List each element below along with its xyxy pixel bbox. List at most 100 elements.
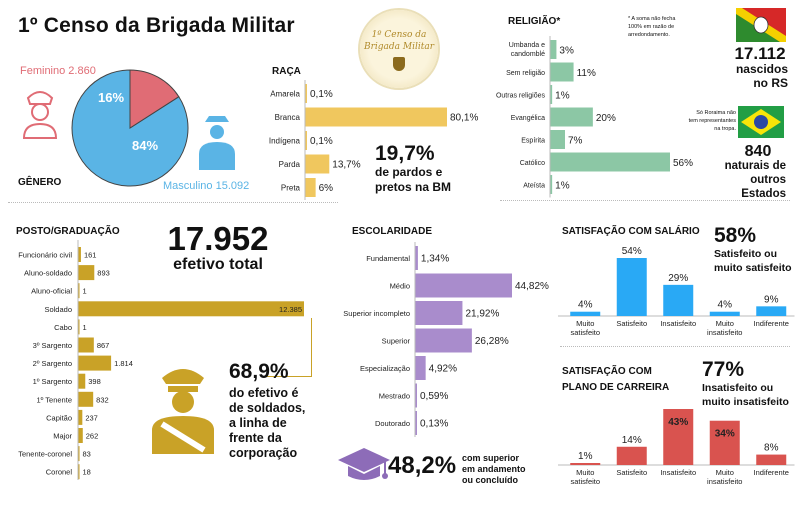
soldier-icon	[152, 369, 214, 454]
bar-evangelica	[550, 107, 593, 127]
bar-funcionario-civil	[78, 247, 81, 262]
value-label-aluno-soldado: 893	[97, 269, 110, 278]
raca-chart: Amarela 0,1% Branca 80,1% Indígena 0,1% Parda 1…	[269, 80, 478, 200]
other-states-text-3: Estados	[741, 188, 786, 200]
value-label-branca: 80,1%	[450, 113, 478, 124]
feminino-label: Feminino 2.860	[20, 65, 96, 77]
value-label-funcionario-civil: 161	[84, 251, 97, 260]
bar-tenente-coronel	[78, 446, 80, 462]
posto-highlight-text-2: de soldados,	[229, 401, 306, 415]
carreira-chart: 1% Muito satisfeito 14% Satisfeito 43% Insatis…	[558, 409, 795, 486]
category-label-3-sargento: 3º Sargento	[33, 341, 72, 350]
bar-indiferente	[756, 306, 787, 316]
value-label-mestrado: 0,59%	[420, 391, 448, 402]
bar-insatisfeito	[663, 409, 694, 465]
logo-line-2: Brigada Militar	[363, 42, 435, 52]
divider-top-left	[8, 202, 338, 203]
bar-muito-satisfeito	[570, 463, 601, 465]
category-label-muito-satisfeito: Muito satisfeito	[570, 319, 600, 337]
carreira-highlight-value: 77%	[702, 358, 745, 381]
bar-muito-satisfeito	[570, 311, 601, 316]
bar-satisfeito	[616, 446, 647, 465]
salario-highlight-text-2: muito satisfeito	[714, 262, 792, 274]
value-label-major: 262	[86, 432, 99, 441]
masc-pct-label: 84%	[132, 138, 158, 153]
value-label-coronel: 18	[83, 468, 91, 477]
bar-cabo	[78, 319, 80, 335]
bar-preta	[305, 178, 316, 197]
value-label-soldado: 12.385	[279, 305, 302, 314]
value-label-cabo: 1	[83, 323, 87, 332]
value-label-muito-insatisfeito: 4%	[718, 300, 733, 311]
value-label-satisfeito: 14%	[622, 435, 642, 446]
religiao-chart: Umbanda e candomblé 3% Sem religião 11% Outra…	[496, 36, 693, 198]
divider-right-middle	[560, 346, 790, 347]
bar-branca	[305, 107, 447, 127]
posto-connector-line	[262, 376, 312, 377]
posto-highlight-text-5: corporação	[229, 446, 298, 460]
rs-text-1: nascidos	[735, 62, 788, 76]
bar-insatisfeito	[663, 284, 694, 316]
carreira-highlight-text-1: Insatisfeito ou	[702, 382, 774, 394]
category-label-funcionario-civil: Funcionário civil	[18, 251, 72, 260]
bar-espirita	[550, 130, 565, 149]
raca-highlight-value: 19,7%	[375, 142, 435, 165]
category-label-capitao: Capitão	[46, 413, 72, 422]
value-label-satisfeito: 54%	[622, 246, 642, 257]
category-label-muito-satisfeito: Muito satisfeito	[570, 468, 600, 486]
value-label-fundamental: 1,34%	[421, 254, 449, 265]
value-label-1-tenente: 832	[96, 395, 109, 404]
category-label-coronel: Coronel	[46, 468, 73, 477]
posto-highlight-value: 68,9%	[229, 360, 289, 383]
category-label-especializacao: Especialização	[360, 364, 410, 373]
bar-satisfeito	[616, 258, 647, 316]
bar-muito-insatisfeito	[709, 420, 740, 465]
value-label-especializacao: 4,92%	[429, 364, 457, 375]
category-label-umbanda-e-candomble: Umbanda e candomblé	[509, 42, 545, 58]
other-states-text-1: naturais de	[724, 160, 786, 172]
religiao-note-1: * A soma não fecha	[628, 16, 676, 22]
posto-highlight-text-4: frente da	[229, 431, 282, 445]
escolaridade-highlight-text-2: em andamento	[462, 464, 526, 474]
category-label-espirita: Espírita	[521, 138, 545, 145]
religiao-note-3: arredondamento.	[628, 32, 670, 38]
bar-fundamental	[415, 246, 418, 270]
category-label-muito-insatisfeito: Muito insatisfeito	[707, 468, 742, 486]
category-label-soldado: Soldado	[44, 305, 72, 314]
bar-3-sargento	[78, 337, 94, 353]
value-label-indiferente: 8%	[764, 443, 779, 454]
category-label-preta: Preta	[281, 184, 301, 193]
category-label-medio: Médio	[390, 282, 410, 291]
bar-mestrado	[415, 383, 417, 408]
religiao-note-2: 100% em razão de	[628, 24, 675, 30]
value-label-sem-religiao: 11%	[577, 68, 596, 79]
category-label-ateista: Ateísta	[523, 183, 545, 190]
salario-highlight-text-1: Satisfeito ou	[714, 248, 778, 260]
value-label-insatisfeito: 43%	[668, 417, 688, 428]
value-label-superior-incompleto: 21,92%	[465, 309, 499, 320]
carreira-highlight-text-2: muito insatisfeito	[702, 396, 789, 408]
bar-medio	[415, 273, 512, 298]
bar-especializacao	[415, 356, 426, 380]
value-label-indiferente: 9%	[764, 294, 779, 305]
female-officer-icon	[22, 91, 58, 139]
bar-1-sargento	[78, 373, 86, 389]
posto-total-label: efetivo total	[173, 256, 263, 273]
bar-outras-religioes	[550, 85, 553, 104]
category-label-satisfeito: Satisfeito	[616, 319, 647, 328]
value-label-muito-satisfeito: 1%	[578, 451, 593, 462]
category-label-indiferente: Indiferente	[754, 319, 789, 328]
value-label-capitao: 237	[85, 413, 98, 422]
category-label-indigena: Indígena	[269, 137, 301, 146]
brazil-flag-icon	[738, 106, 784, 138]
posto-highlight-text-1: do efetivo é	[229, 386, 299, 400]
category-label-amarela: Amarela	[270, 90, 300, 99]
category-label-indiferente: Indiferente	[754, 468, 789, 477]
gender-pie	[71, 69, 189, 187]
other-states-value: 840	[744, 143, 772, 160]
category-label-1-tenente: 1º Tenente	[36, 395, 72, 404]
value-label-catolico: 56%	[673, 158, 693, 169]
rs-value: 17.112	[734, 44, 786, 63]
category-label-aluno-oficial: Aluno-oficial	[31, 287, 72, 296]
value-label-3-sargento: 867	[97, 341, 110, 350]
